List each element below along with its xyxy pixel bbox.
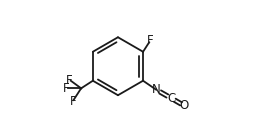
Text: F: F [70, 95, 77, 108]
Text: F: F [66, 74, 72, 87]
Text: F: F [147, 34, 154, 47]
Text: C: C [167, 92, 175, 105]
Text: F: F [63, 82, 70, 95]
Text: O: O [180, 99, 189, 112]
Text: N: N [152, 83, 160, 96]
